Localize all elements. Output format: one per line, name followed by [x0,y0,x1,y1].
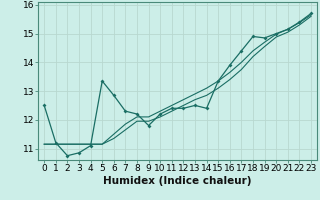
X-axis label: Humidex (Indice chaleur): Humidex (Indice chaleur) [103,176,252,186]
